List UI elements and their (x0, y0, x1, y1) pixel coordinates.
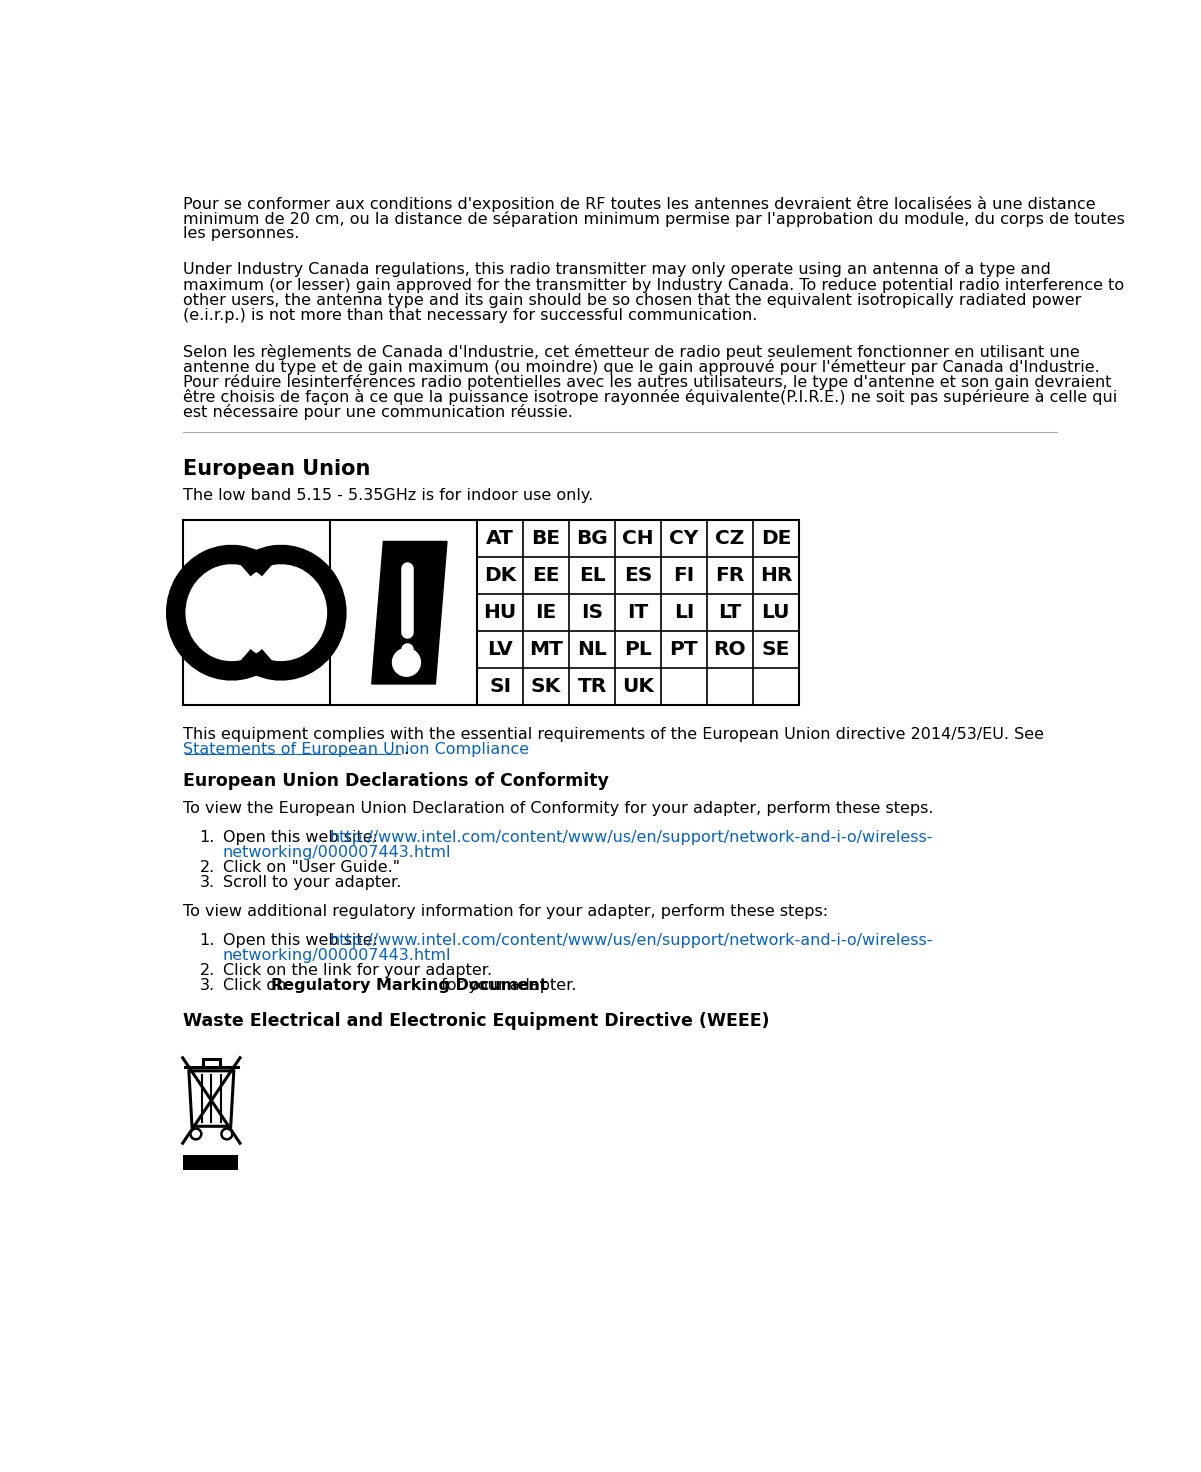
Text: HU: HU (484, 604, 516, 623)
Text: TR: TR (578, 677, 607, 696)
Text: for your adapter.: for your adapter. (436, 977, 576, 992)
Text: ES: ES (623, 567, 652, 586)
Text: Click on "User Guide.": Click on "User Guide." (223, 860, 400, 874)
Text: Regulatory Marking Document: Regulatory Marking Document (271, 977, 548, 992)
Text: NL: NL (578, 640, 607, 659)
Text: Selon les règlements de Canada d'Industrie, cet émetteur de radio peut seulement: Selon les règlements de Canada d'Industr… (183, 344, 1080, 361)
Text: SI: SI (489, 677, 512, 696)
Text: CY: CY (669, 530, 699, 548)
Text: BE: BE (532, 530, 561, 548)
Text: 2.: 2. (199, 963, 215, 977)
Text: IS: IS (581, 604, 603, 623)
Text: UK: UK (622, 677, 655, 696)
Text: European Union: European Union (183, 459, 370, 478)
Text: Click on: Click on (223, 977, 292, 992)
Text: LV: LV (488, 640, 513, 659)
Text: IT: IT (627, 604, 649, 623)
Text: http://www.intel.com/content/www/us/en/support/network-and-i-o/wireless-: http://www.intel.com/content/www/us/en/s… (330, 830, 933, 845)
Circle shape (393, 649, 420, 676)
Text: Open this web site:: Open this web site: (223, 830, 383, 845)
Text: 1.: 1. (199, 933, 215, 948)
Text: CZ: CZ (716, 530, 745, 548)
Text: Click on the link for your adapter.: Click on the link for your adapter. (223, 963, 492, 977)
Text: EL: EL (579, 567, 605, 586)
Text: networking/000007443.html: networking/000007443.html (223, 845, 452, 860)
Text: être choisis de façon à ce que la puissance isotrope rayonnée équivalente(P.I.R.: être choisis de façon à ce que la puissa… (183, 389, 1117, 405)
Text: LU: LU (761, 604, 790, 623)
Text: 1.: 1. (199, 830, 215, 845)
Text: http://www.intel.com/content/www/us/en/support/network-and-i-o/wireless-: http://www.intel.com/content/www/us/en/s… (330, 933, 933, 948)
Text: FR: FR (716, 567, 745, 586)
Text: The low band 5.15 - 5.35GHz is for indoor use only.: The low band 5.15 - 5.35GHz is for indoo… (183, 489, 593, 503)
Text: Scroll to your adapter.: Scroll to your adapter. (223, 874, 401, 891)
Text: Waste Electrical and Electronic Equipment Directive (WEEE): Waste Electrical and Electronic Equipmen… (183, 1011, 769, 1030)
Text: other users, the antenna type and its gain should be so chosen that the equivale: other users, the antenna type and its ga… (183, 293, 1081, 308)
Text: AT: AT (486, 530, 514, 548)
Text: 3.: 3. (199, 874, 215, 891)
Text: 3.: 3. (199, 977, 215, 992)
Text: PT: PT (670, 640, 698, 659)
Text: DK: DK (484, 567, 516, 586)
Text: est nécessaire pour une communication réussie.: est nécessaire pour une communication ré… (183, 405, 573, 420)
Text: networking/000007443.html: networking/000007443.html (223, 948, 452, 963)
Text: BG: BG (576, 530, 608, 548)
Text: 2.: 2. (199, 860, 215, 874)
Text: Pour réduire lesinterférences radio potentielles avec les autres utilisateurs, l: Pour réduire lesinterférences radio pote… (183, 374, 1111, 390)
Text: FI: FI (674, 567, 694, 586)
Text: CH: CH (622, 530, 653, 548)
Text: To view the European Union Declaration of Conformity for your adapter, perform t: To view the European Union Declaration o… (183, 801, 933, 815)
Text: (e.i.r.p.) is not more than that necessary for successful communication.: (e.i.r.p.) is not more than that necessa… (183, 308, 757, 322)
Text: les personnes.: les personnes. (183, 225, 299, 241)
Bar (183, 520, 799, 705)
Text: This equipment complies with the essential requirements of the European Union di: This equipment complies with the essenti… (183, 727, 1044, 742)
Text: maximum (or lesser) gain approved for the transmitter by Industry Canada. To red: maximum (or lesser) gain approved for th… (183, 278, 1124, 293)
Bar (183, 1154, 239, 1170)
Text: SE: SE (761, 640, 790, 659)
Text: IE: IE (536, 604, 557, 623)
Text: PL: PL (625, 640, 652, 659)
Polygon shape (372, 542, 447, 684)
Text: LI: LI (674, 604, 694, 623)
Text: .: . (404, 742, 408, 757)
Text: To view additional regulatory information for your adapter, perform these steps:: To view additional regulatory informatio… (183, 904, 827, 919)
Text: Open this web site:: Open this web site: (223, 933, 383, 948)
Text: European Union Declarations of Conformity: European Union Declarations of Conformit… (183, 773, 609, 790)
Text: DE: DE (760, 530, 791, 548)
Text: MT: MT (530, 640, 563, 659)
Text: Statements of European Union Compliance: Statements of European Union Compliance (183, 742, 528, 757)
Text: SK: SK (531, 677, 561, 696)
Text: antenne du type et de gain maximum (ou moindre) que le gain approuvé pour l'émet: antenne du type et de gain maximum (ou m… (183, 359, 1099, 375)
Text: EE: EE (532, 567, 560, 586)
Text: HR: HR (760, 567, 791, 586)
Text: Pour se conformer aux conditions d'exposition de RF toutes les antennes devraien: Pour se conformer aux conditions d'expos… (183, 196, 1095, 212)
Text: RO: RO (713, 640, 746, 659)
Text: LT: LT (718, 604, 741, 623)
Text: Under Industry Canada regulations, this radio transmitter may only operate using: Under Industry Canada regulations, this … (183, 262, 1051, 278)
Text: minimum de 20 cm, ou la distance de séparation minimum permise par l'approbation: minimum de 20 cm, ou la distance de sépa… (183, 210, 1124, 227)
